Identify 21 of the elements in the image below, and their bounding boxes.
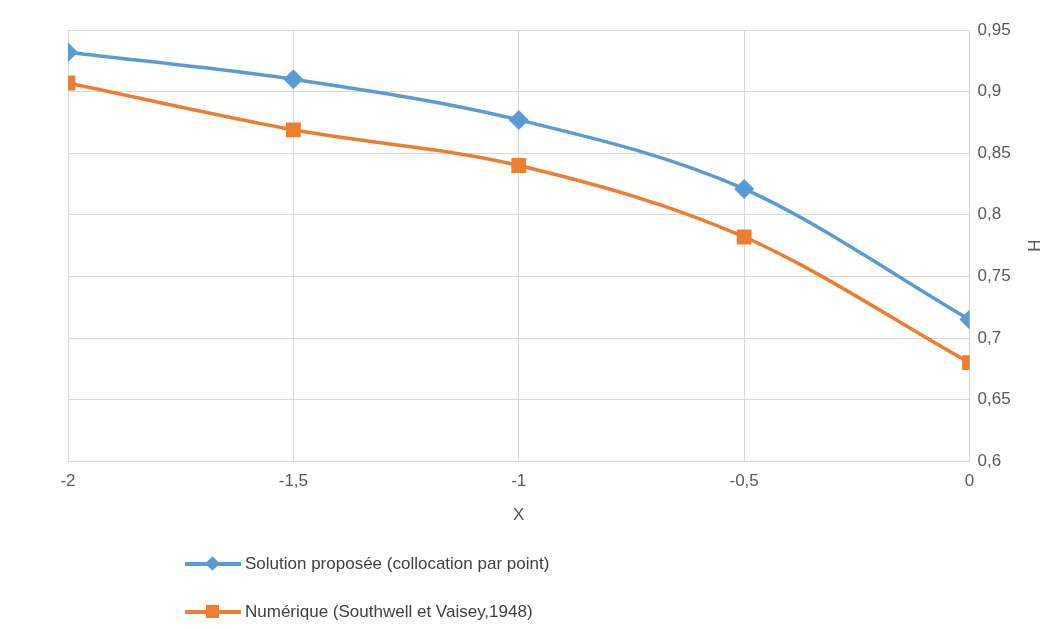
y-tick-label: 0,9 <box>977 81 1002 101</box>
point <box>509 110 529 130</box>
point <box>736 229 752 245</box>
legend-label: Solution proposée (collocation par point) <box>245 554 550 574</box>
y-tick-label: 0,65 <box>977 389 1011 409</box>
x-axis-title: X <box>513 505 525 525</box>
y-tick-label: 0,7 <box>977 327 1002 347</box>
y-tick-label: 0,95 <box>977 19 1011 39</box>
legend-label: Numérique (Southwell et Vaisey,1948) <box>245 602 533 622</box>
point <box>734 179 754 199</box>
y-tick-label: 0,8 <box>977 204 1002 224</box>
y-tick-label: 0,85 <box>977 142 1011 162</box>
x-tick-label: -1 <box>511 471 527 491</box>
x-tick-label: -0,5 <box>729 471 759 491</box>
x-tick-label: -2 <box>60 471 76 491</box>
point <box>511 158 527 173</box>
y-tick-label: 0,75 <box>977 266 1011 286</box>
x-tick-label: -1,5 <box>278 471 309 491</box>
y-tick-label: 0,6 <box>977 450 1002 470</box>
x-tick-label: 0 <box>964 471 975 491</box>
y-axis-title: H <box>1024 239 1044 252</box>
